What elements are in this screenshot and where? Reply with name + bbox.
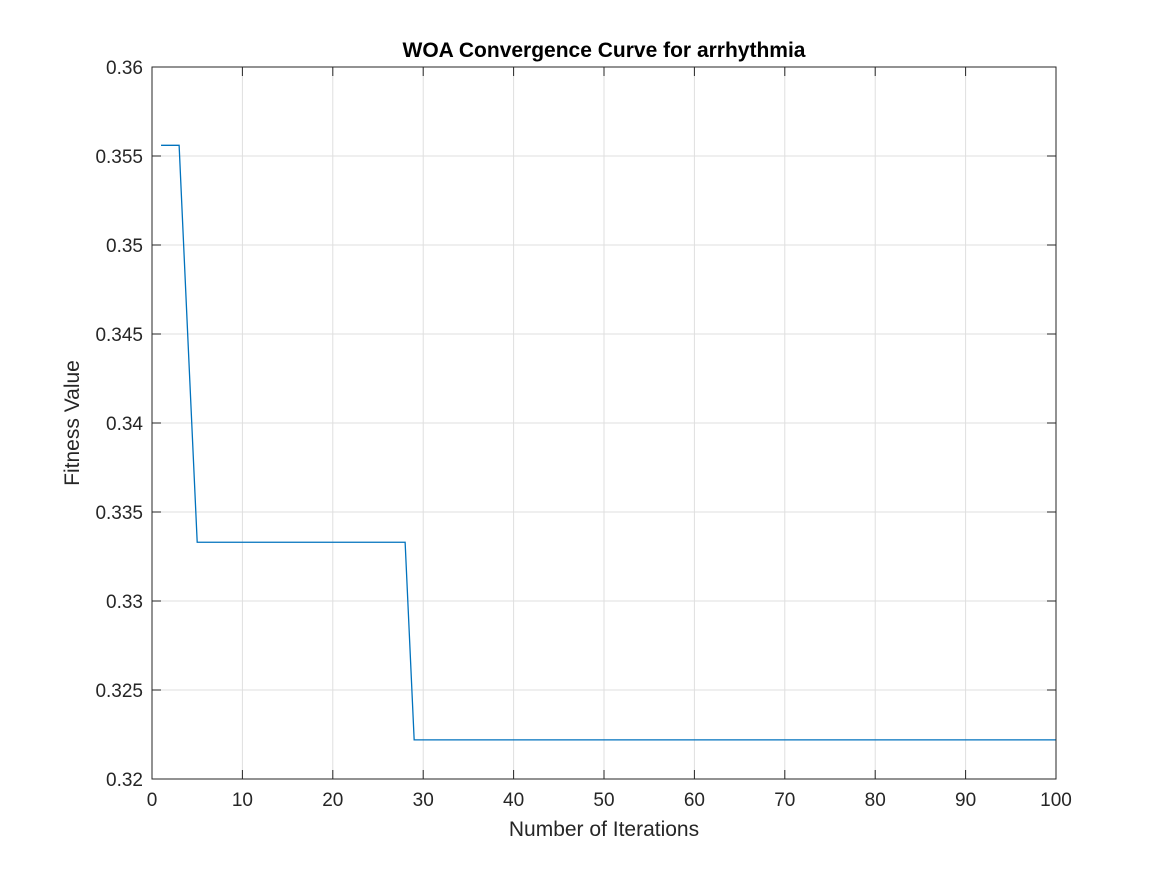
x-tick-label: 100 <box>1040 790 1072 811</box>
axes <box>151 66 1057 780</box>
x-tick-label: 40 <box>503 790 524 811</box>
x-tick-labels: 0 10 20 30 40 50 60 70 80 90 100 <box>147 790 1072 811</box>
x-tick-label: 30 <box>413 790 434 811</box>
x-tick-label: 10 <box>232 790 253 811</box>
y-axis-title: Fitness Value <box>61 360 84 486</box>
x-tick-label: 20 <box>322 790 343 811</box>
y-tick-label: 0.335 <box>95 503 143 524</box>
grid <box>151 66 1057 780</box>
y-tick-label: 0.325 <box>95 681 143 702</box>
x-tick-label: 90 <box>955 790 976 811</box>
x-axis-title: Number of Iterations <box>509 818 699 841</box>
chart-title: WOA Convergence Curve for arrhythmia <box>403 39 806 62</box>
y-tick-label: 0.36 <box>106 58 143 79</box>
y-tick-labels: 0.32 0.325 0.33 0.335 0.34 0.345 0.35 0.355 0.36 <box>95 58 143 791</box>
y-tick-label: 0.32 <box>106 770 143 791</box>
y-tick-label: 0.35 <box>106 236 143 257</box>
y-tick-label: 0.34 <box>106 414 143 435</box>
series-layer <box>161 144 1056 741</box>
x-tick-label: 80 <box>865 790 886 811</box>
x-tick-label: 50 <box>593 790 614 811</box>
x-tick-label: 70 <box>774 790 795 811</box>
y-tick-label: 0.345 <box>95 325 143 346</box>
x-tick-label: 60 <box>684 790 705 811</box>
series-line <box>161 144 1056 741</box>
y-tick-label: 0.355 <box>95 147 143 168</box>
y-tick-label: 0.33 <box>106 592 143 613</box>
x-tick-label: 0 <box>147 790 158 811</box>
